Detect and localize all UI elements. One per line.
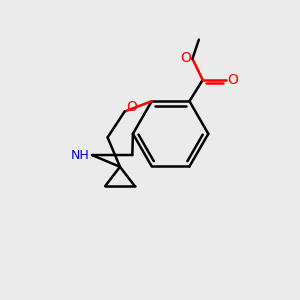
Text: O: O — [228, 73, 238, 87]
Text: O: O — [126, 100, 137, 114]
Text: NH: NH — [71, 148, 90, 161]
Text: O: O — [180, 51, 191, 65]
